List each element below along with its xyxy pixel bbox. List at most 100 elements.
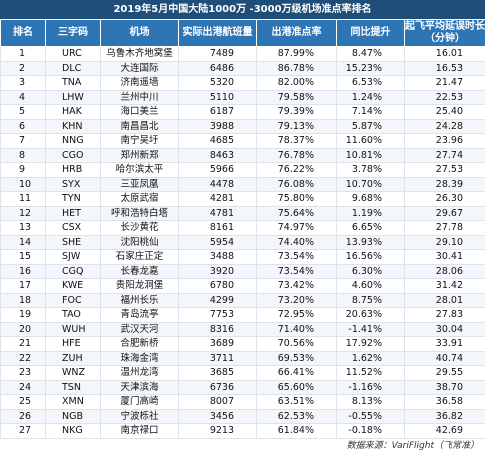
table-cell: 28.06: [404, 263, 485, 279]
table-cell: 大连国际: [100, 60, 179, 76]
table-cell: 哈尔滨太平: [100, 162, 179, 178]
table-cell: 1.19%: [336, 205, 405, 221]
table-cell: 8316: [178, 321, 257, 337]
table-cell: 海口美兰: [100, 104, 179, 120]
table-cell: CGQ: [45, 263, 101, 279]
table-cell: 贵阳龙洞堡: [100, 278, 179, 294]
table-row: 6 KHN 南昌昌北 3988 79.13% 5.87% 24.28: [0, 118, 485, 134]
table-title: 2019年5月中国大陆1000万 -3000万级机场准点率排名: [0, 0, 485, 19]
table-cell: 天津滨海: [100, 379, 179, 395]
table-cell: 4281: [178, 191, 257, 207]
table-cell: 6.65%: [336, 220, 405, 236]
table-cell: 72.95%: [256, 307, 337, 323]
source-note: 数据来源：VariFlight（飞常准）: [346, 441, 479, 451]
table-row: 19 TAO 青岛流亭 7753 72.95% 20.63% 27.83: [0, 307, 485, 323]
table-cell: 25: [0, 394, 46, 410]
table-cell: SHE: [45, 234, 101, 250]
table-row: 18 FOC 福州长乐 4299 73.20% 8.75% 28.01: [0, 292, 485, 308]
table-cell: 8.13%: [336, 394, 405, 410]
table-cell: 36.58: [404, 394, 485, 410]
table-cell: XMN: [45, 394, 101, 410]
table-cell: 20: [0, 321, 46, 337]
table-row: 24 TSN 天津滨海 6736 65.60% -1.16% 38.70: [0, 379, 485, 395]
table-cell: 3: [0, 75, 46, 91]
table-cell: 70.56%: [256, 336, 337, 352]
column-header-text: 排名: [13, 27, 33, 38]
table-cell: NKG: [45, 423, 101, 439]
table-cell: 南昌昌北: [100, 118, 179, 134]
table-cell: 22: [0, 350, 46, 366]
table-cell: 6780: [178, 278, 257, 294]
table-cell: 20.63%: [336, 307, 405, 323]
table-cell: 4: [0, 89, 46, 105]
table-cell: 8.75%: [336, 292, 405, 308]
table-cell: SJW: [45, 249, 101, 265]
table-cell: 17: [0, 278, 46, 294]
table-cell: 7: [0, 133, 46, 149]
table-cell: 73.42%: [256, 278, 337, 294]
table-row: 20 WUH 武汉天河 8316 71.40% -1.41% 30.04: [0, 321, 485, 337]
table-cell: 9.68%: [336, 191, 405, 207]
table-row: 11 TYN 太原武宿 4281 75.80% 9.68% 26.30: [0, 191, 485, 207]
table-cell: 6.30%: [336, 263, 405, 279]
table-cell: 86.78%: [256, 60, 337, 76]
table-cell: 14: [0, 234, 46, 250]
header-row: 排名 三字码 机场 实际出港航班量 出港准点率 同比提升 起飞平均延误时长 （分钟）: [0, 19, 485, 47]
column-header-text: 出港准点率: [271, 27, 322, 38]
table-cell: 30.04: [404, 321, 485, 337]
table-cell: 27: [0, 423, 46, 439]
table-cell: 27.78: [404, 220, 485, 236]
table-cell: 南京禄口: [100, 423, 179, 439]
table-cell: 75.64%: [256, 205, 337, 221]
table-cell: 4781: [178, 205, 257, 221]
table-cell: CGO: [45, 147, 101, 163]
table-row: 1 URC 乌鲁木齐地窝堡 7489 87.99% 8.47% 16.01: [0, 46, 485, 62]
table-cell: 6: [0, 118, 46, 134]
table-row: 25 XMN 厦门高崎 8007 63.51% 8.13% 36.58: [0, 394, 485, 410]
table-cell: TNA: [45, 75, 101, 91]
table-cell: 11: [0, 191, 46, 207]
table-cell: HFE: [45, 336, 101, 352]
table-cell: 4685: [178, 133, 257, 149]
table-cell: 19: [0, 307, 46, 323]
table-cell: TYN: [45, 191, 101, 207]
table-cell: 长春龙嘉: [100, 263, 179, 279]
table-cell: 珠海金湾: [100, 350, 179, 366]
table-cell: 79.39%: [256, 104, 337, 120]
column-header: 实际出港航班量: [178, 19, 257, 47]
table-cell: SYX: [45, 176, 101, 192]
table-cell: 78.37%: [256, 133, 337, 149]
table-row: 7 NNG 南宁吴圩 4685 78.37% 11.60% 23.96: [0, 133, 485, 149]
table-cell: CSX: [45, 220, 101, 236]
table-cell: NGB: [45, 408, 101, 424]
table-cell: 33.91: [404, 336, 485, 352]
table-cell: 17.92%: [336, 336, 405, 352]
table-cell: 福州长乐: [100, 292, 179, 308]
table-cell: HAK: [45, 104, 101, 120]
table-cell: 5966: [178, 162, 257, 178]
table-cell: 8463: [178, 147, 257, 163]
table-cell: 合肥新桥: [100, 336, 179, 352]
table-cell: 23: [0, 365, 46, 381]
table-cell: 3988: [178, 118, 257, 134]
table-cell: 24.28: [404, 118, 485, 134]
table-cell: 27.53: [404, 162, 485, 178]
table-cell: 29.55: [404, 365, 485, 381]
table-row: 22 ZUH 珠海金湾 3711 69.53% 1.62% 40.74: [0, 350, 485, 366]
table-cell: 71.40%: [256, 321, 337, 337]
table-cell: -0.55%: [336, 408, 405, 424]
table-cell: 4299: [178, 292, 257, 308]
table-cell: 三亚凤凰: [100, 176, 179, 192]
table-cell: 8: [0, 147, 46, 163]
table-cell: 13.93%: [336, 234, 405, 250]
table-row: 27 NKG 南京禄口 9213 61.84% -0.18% 42.69: [0, 423, 485, 439]
table-cell: 乌鲁木齐地窝堡: [100, 46, 179, 62]
table-cell: 武汉天河: [100, 321, 179, 337]
table-cell: 10.70%: [336, 176, 405, 192]
table-cell: NNG: [45, 133, 101, 149]
table-cell: 27.83: [404, 307, 485, 323]
table-row: 5 HAK 海口美兰 6187 79.39% 7.14% 25.40: [0, 104, 485, 120]
table-cell: 21: [0, 336, 46, 352]
table-cell: 3689: [178, 336, 257, 352]
